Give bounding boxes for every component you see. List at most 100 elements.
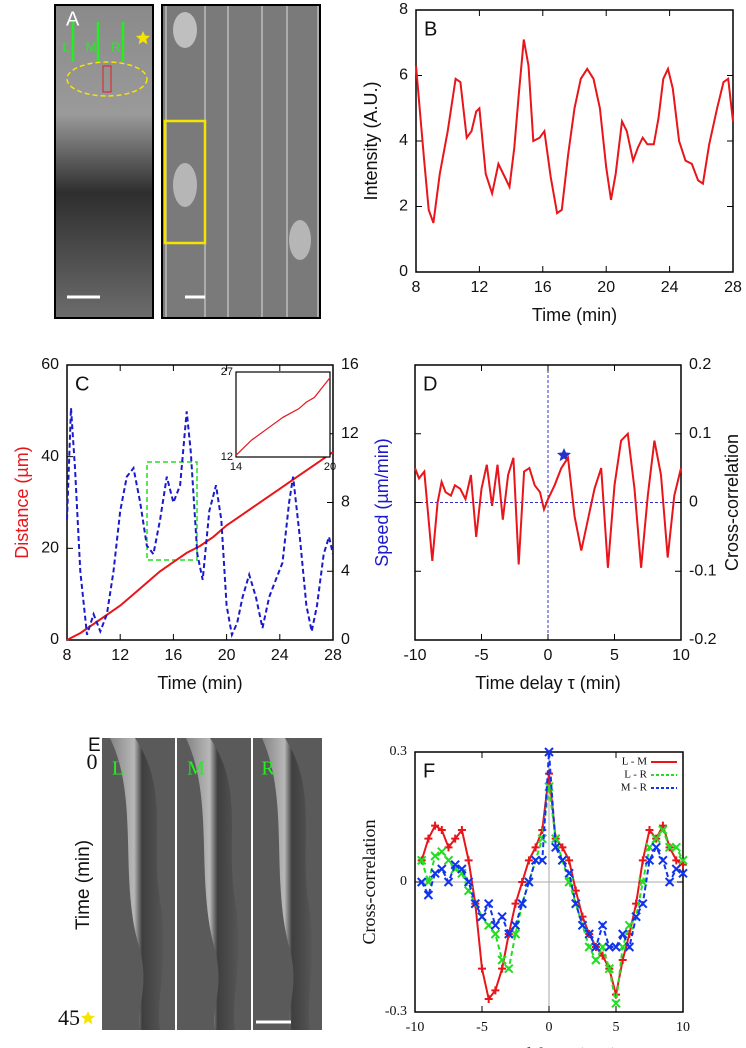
point <box>611 998 621 1009</box>
y-tick-label: 0 <box>689 494 698 511</box>
zoom-box <box>146 461 198 561</box>
line <box>66 407 334 639</box>
region-label: M <box>86 39 97 54</box>
point <box>443 855 454 866</box>
point <box>658 821 667 830</box>
point <box>504 929 514 939</box>
image-a: A L M R <box>54 4 321 319</box>
x-axis-label: Time (min) <box>157 673 242 693</box>
x-tick-label: 24 <box>661 279 679 296</box>
point <box>571 886 580 895</box>
point <box>564 877 574 887</box>
inset-line <box>235 377 331 456</box>
point <box>437 826 446 834</box>
point <box>558 843 567 852</box>
inset-x-tick-label: 14 <box>230 461 242 473</box>
panel-label: B <box>424 18 437 40</box>
point <box>644 855 655 866</box>
point <box>477 911 487 922</box>
point <box>423 890 434 900</box>
point <box>638 898 648 909</box>
x-tick-label: -10 <box>403 647 426 664</box>
point <box>437 864 447 874</box>
y-tick-label: 4 <box>399 132 408 149</box>
point <box>470 898 481 909</box>
x-axis-label: Time (min) <box>532 305 617 325</box>
point <box>565 856 574 865</box>
panel-label: E <box>88 735 101 756</box>
point <box>544 747 554 757</box>
x-axis-label: Time delay τ (min) <box>475 673 620 693</box>
plot-frame <box>415 9 734 273</box>
x-tick-label: 8 <box>412 279 421 296</box>
point <box>591 955 601 965</box>
point <box>678 855 688 866</box>
region-label: L <box>112 758 124 780</box>
point <box>557 855 568 866</box>
point <box>678 868 688 879</box>
point <box>443 877 454 887</box>
point <box>497 911 507 922</box>
point <box>671 842 682 853</box>
point <box>450 859 460 870</box>
y-axis-label: Intensity (A.U.) <box>361 81 381 200</box>
point <box>611 942 621 952</box>
point <box>464 856 473 865</box>
point <box>537 855 548 866</box>
y-tick-label: 0.3 <box>390 744 408 759</box>
y-tick-label: 0 <box>50 631 59 648</box>
point <box>511 899 520 908</box>
x-tick-label: 12 <box>111 647 129 664</box>
point <box>671 864 682 874</box>
point <box>416 877 427 887</box>
region-label: M <box>187 758 205 780</box>
x-tick-label: 0 <box>544 647 553 664</box>
point <box>645 826 654 834</box>
y-tick-label: 0.2 <box>689 356 711 373</box>
panel-label: D <box>423 373 437 395</box>
point <box>597 920 608 931</box>
point <box>679 860 687 869</box>
point <box>545 769 553 778</box>
y2-tick-label: 12 <box>341 425 359 442</box>
point <box>618 956 627 964</box>
y-axis-label: Cross-correlation <box>359 820 379 945</box>
y-tick-label: 40 <box>41 448 59 465</box>
x-tick-label: 16 <box>165 647 183 664</box>
point <box>550 833 561 844</box>
x-axis-label: Time delay τ (min) <box>480 1044 617 1048</box>
point <box>416 855 427 866</box>
point <box>457 864 467 874</box>
point <box>457 826 466 834</box>
x-tick-label: -5 <box>476 1020 488 1035</box>
line <box>415 39 734 224</box>
legend-label: M - R <box>621 782 648 794</box>
point <box>497 955 507 965</box>
point <box>651 833 661 844</box>
y-tick-label: 2 <box>399 198 408 215</box>
inset-frame <box>235 371 331 458</box>
point <box>564 868 574 879</box>
point <box>483 898 494 909</box>
point <box>638 856 647 865</box>
y2-tick-label: 4 <box>341 562 350 579</box>
line <box>414 431 682 568</box>
y-tick-label: -0.1 <box>689 562 717 579</box>
point <box>491 986 500 995</box>
point <box>504 963 514 974</box>
x-tick-label: 8 <box>63 647 72 664</box>
y-tick-label: 0 <box>400 874 407 889</box>
point <box>430 868 440 879</box>
point <box>444 843 453 852</box>
point <box>638 877 648 887</box>
y-axis-label: Cross-correlation <box>722 434 742 571</box>
region-label: L <box>62 39 69 54</box>
point <box>478 964 486 973</box>
x-tick-label: 20 <box>218 647 236 664</box>
y2-axis-label: Speed (µm/min) <box>372 438 392 566</box>
panel-label: F <box>423 760 435 782</box>
